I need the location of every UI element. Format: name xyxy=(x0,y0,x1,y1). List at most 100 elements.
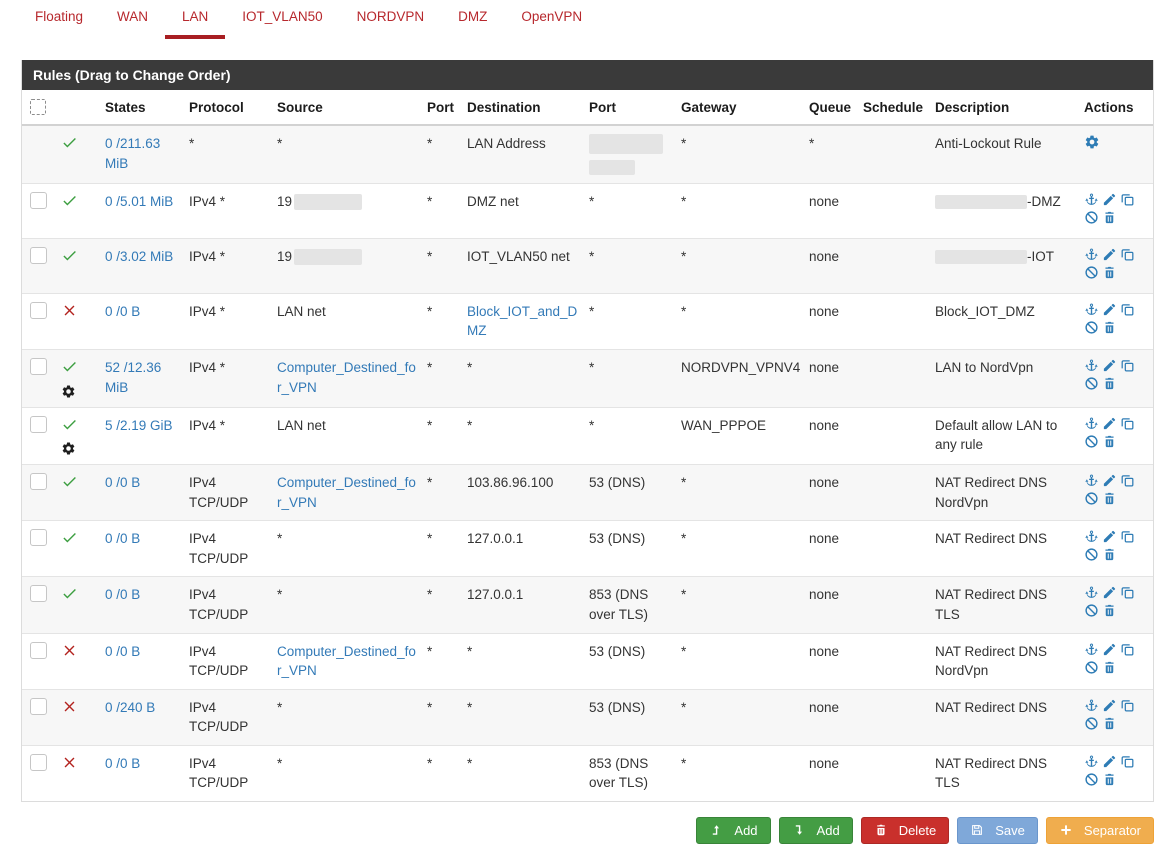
delete-icon[interactable] xyxy=(1102,660,1117,675)
tab-lan[interactable]: LAN xyxy=(165,0,226,39)
delete-icon[interactable] xyxy=(1102,265,1117,280)
edit-icon[interactable] xyxy=(1102,529,1117,544)
row-checkbox[interactable] xyxy=(30,697,47,715)
disable-icon[interactable] xyxy=(1084,434,1099,449)
edit-icon[interactable] xyxy=(1102,754,1117,769)
states-link[interactable]: 0 /0 B xyxy=(105,755,141,771)
copy-icon[interactable] xyxy=(1120,192,1135,207)
delete-icon[interactable] xyxy=(1102,716,1117,731)
edit-icon[interactable] xyxy=(1102,698,1117,713)
table-row[interactable]: 0 /0 B IPv4 TCP/UDP * * 127.0.0.1 53 (DNS) * no… xyxy=(22,520,1153,577)
tab-openvpn[interactable]: OpenVPN xyxy=(521,9,583,24)
disable-icon[interactable] xyxy=(1084,547,1099,562)
copy-icon[interactable] xyxy=(1120,302,1135,317)
row-checkbox[interactable] xyxy=(30,358,47,375)
anchor-icon[interactable] xyxy=(1084,585,1099,600)
source-value-link[interactable]: Computer_Destined_for_VPN xyxy=(277,643,416,679)
states-link[interactable]: 0 /240 B xyxy=(105,699,156,715)
states-link[interactable]: 0 /0 B xyxy=(105,643,141,659)
table-row[interactable]: 0 /240 B IPv4 TCP/UDP * * * 53 (DNS) * none NAT … xyxy=(22,688,1153,746)
destination-value-link[interactable]: Block_IOT_and_DMZ xyxy=(467,303,578,339)
source-value-link[interactable]: Computer_Destined_for_VPN xyxy=(277,475,416,510)
table-row[interactable]: 0 /5.01 MiB IPv4 * 19 * DMZ net * * none -DMZ xyxy=(22,182,1153,239)
edit-icon[interactable] xyxy=(1102,585,1117,600)
table-row[interactable]: 0 /0 B IPv4 TCP/UDP Computer_Destined_for_… xyxy=(22,632,1153,690)
disable-icon[interactable] xyxy=(1084,772,1099,787)
disable-icon[interactable] xyxy=(1084,210,1099,225)
states-link[interactable]: 0 /0 B xyxy=(105,531,141,547)
edit-icon[interactable] xyxy=(1102,247,1117,262)
anchor-icon[interactable] xyxy=(1084,416,1099,431)
save-button[interactable]: Save xyxy=(957,816,1038,844)
select-all-checkbox[interactable] xyxy=(30,99,46,115)
separator-button[interactable]: Separator xyxy=(1045,816,1154,844)
row-checkbox[interactable] xyxy=(30,753,47,771)
disable-icon[interactable] xyxy=(1084,491,1099,506)
delete-icon[interactable] xyxy=(1102,210,1117,225)
disable-icon[interactable] xyxy=(1084,603,1099,618)
delete-button[interactable]: Delete xyxy=(860,816,950,844)
row-checkbox[interactable] xyxy=(30,585,47,603)
edit-icon[interactable] xyxy=(1102,192,1117,207)
anchor-icon[interactable] xyxy=(1084,698,1099,713)
table-row[interactable]: 5 /2.19 GiB IPv4 * LAN net * * * WAN_PPPOE none… xyxy=(22,406,1153,465)
row-checkbox[interactable] xyxy=(30,641,47,659)
copy-icon[interactable] xyxy=(1120,529,1135,544)
table-row[interactable]: 0 /3.02 MiB IPv4 * 19 * IOT_VLAN50 net * * none… xyxy=(22,237,1153,294)
row-checkbox[interactable] xyxy=(30,301,47,319)
disable-icon[interactable] xyxy=(1084,320,1099,335)
anchor-icon[interactable] xyxy=(1084,642,1099,657)
delete-icon[interactable] xyxy=(1102,434,1117,449)
anchor-icon[interactable] xyxy=(1084,302,1099,317)
edit-icon[interactable] xyxy=(1102,416,1117,431)
row-checkbox[interactable] xyxy=(30,473,47,491)
copy-icon[interactable] xyxy=(1120,358,1135,373)
delete-icon[interactable] xyxy=(1102,603,1117,618)
delete-icon[interactable] xyxy=(1102,772,1117,787)
delete-icon[interactable] xyxy=(1102,547,1117,562)
copy-icon[interactable] xyxy=(1120,416,1135,431)
copy-icon[interactable] xyxy=(1120,754,1135,769)
disable-icon[interactable] xyxy=(1084,716,1099,731)
edit-icon[interactable] xyxy=(1102,642,1117,657)
tab-dmz[interactable]: DMZ xyxy=(458,9,488,24)
table-row[interactable]: 52 /12.36 MiB IPv4 * Computer_Destined_for… xyxy=(22,349,1153,408)
edit-icon[interactable] xyxy=(1102,358,1117,373)
table-row[interactable]: 0 /211.63 MiB * * * LAN Address * * Anti-Lockou… xyxy=(22,125,1153,184)
table-row[interactable]: 0 /0 B IPv4 TCP/UDP Computer_Destined_for_… xyxy=(22,464,1153,521)
disable-icon[interactable] xyxy=(1084,660,1099,675)
table-row[interactable]: 0 /0 B IPv4 TCP/UDP * * 127.0.0.1 853 (DNS ov… xyxy=(22,576,1153,633)
row-checkbox[interactable] xyxy=(30,246,47,264)
anchor-icon[interactable] xyxy=(1084,529,1099,544)
tab-wan[interactable]: WAN xyxy=(117,9,149,24)
anchor-icon[interactable] xyxy=(1084,192,1099,207)
tab-floating[interactable]: Floating xyxy=(35,9,84,24)
copy-icon[interactable] xyxy=(1120,473,1135,488)
delete-icon[interactable] xyxy=(1102,320,1117,335)
edit-icon[interactable] xyxy=(1102,302,1117,317)
disable-icon[interactable] xyxy=(1084,265,1099,280)
copy-icon[interactable] xyxy=(1120,247,1135,262)
tab-nordvpn[interactable]: NORDVPN xyxy=(356,9,425,24)
row-checkbox[interactable] xyxy=(30,415,47,433)
add-bottom-button[interactable]: Add xyxy=(778,816,853,844)
states-link[interactable]: 0 /3.02 MiB xyxy=(105,248,174,264)
copy-icon[interactable] xyxy=(1120,585,1135,600)
states-link[interactable]: 0 /0 B xyxy=(105,587,141,603)
states-link[interactable]: 0 /211.63 MiB xyxy=(105,136,161,171)
states-link[interactable]: 52 /12.36 MiB xyxy=(105,360,162,395)
row-checkbox[interactable] xyxy=(30,191,47,209)
row-checkbox[interactable] xyxy=(30,529,47,547)
disable-icon[interactable] xyxy=(1084,376,1099,391)
table-row[interactable]: 0 /0 B IPv4 * LAN net * Block_IOT_and_DMZ * * n… xyxy=(22,292,1153,350)
copy-icon[interactable] xyxy=(1120,642,1135,657)
states-link[interactable]: 5 /2.19 GiB xyxy=(105,417,173,433)
delete-icon[interactable] xyxy=(1102,491,1117,506)
copy-icon[interactable] xyxy=(1120,698,1135,713)
anchor-icon[interactable] xyxy=(1084,358,1099,373)
anchor-icon[interactable] xyxy=(1084,247,1099,262)
states-link[interactable]: 0 /0 B xyxy=(105,303,141,319)
tab-iot_vlan50[interactable]: IOT_VLAN50 xyxy=(242,9,323,24)
source-value-link[interactable]: Computer_Destined_for_VPN xyxy=(277,360,416,395)
anchor-icon[interactable] xyxy=(1084,754,1099,769)
